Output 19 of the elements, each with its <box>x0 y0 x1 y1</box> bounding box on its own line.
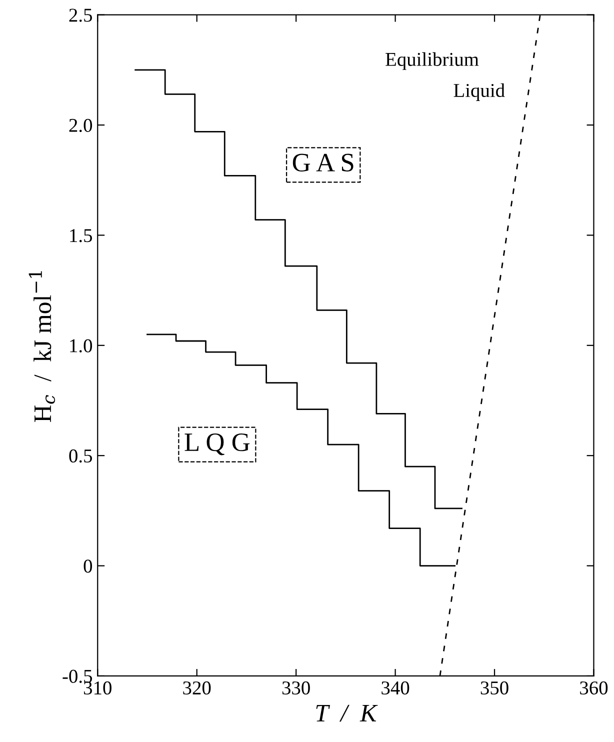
x-tick-label: 330 <box>282 681 310 695</box>
x-tick-label: 320 <box>183 681 211 695</box>
x-tick-label: 350 <box>480 681 508 695</box>
annotation: Equilibrium <box>386 52 479 70</box>
x-tick-label: 310 <box>84 681 112 695</box>
x-axis-title: T / K <box>316 704 378 722</box>
y-tick-label: 2.5 <box>69 8 92 22</box>
y-tick-label: 1.5 <box>70 229 92 242</box>
x-tick-label: 340 <box>382 681 410 695</box>
x-tick-label: 360 <box>580 681 608 695</box>
y-tick-label: 1.0 <box>70 339 92 352</box>
y-tick-label: 2.0 <box>69 118 92 132</box>
y-axis-title: H$_{c}$ / kJ mol$^{−1}$ <box>28 271 56 422</box>
y-tick-label: -0.5 <box>62 670 92 683</box>
y-tick-label: 0 <box>84 560 92 573</box>
y-tick-label: 0.5 <box>69 449 92 463</box>
annotation: L Q G <box>184 433 250 456</box>
annotation: G A S <box>292 154 354 172</box>
annotation: Liquid <box>454 83 505 102</box>
